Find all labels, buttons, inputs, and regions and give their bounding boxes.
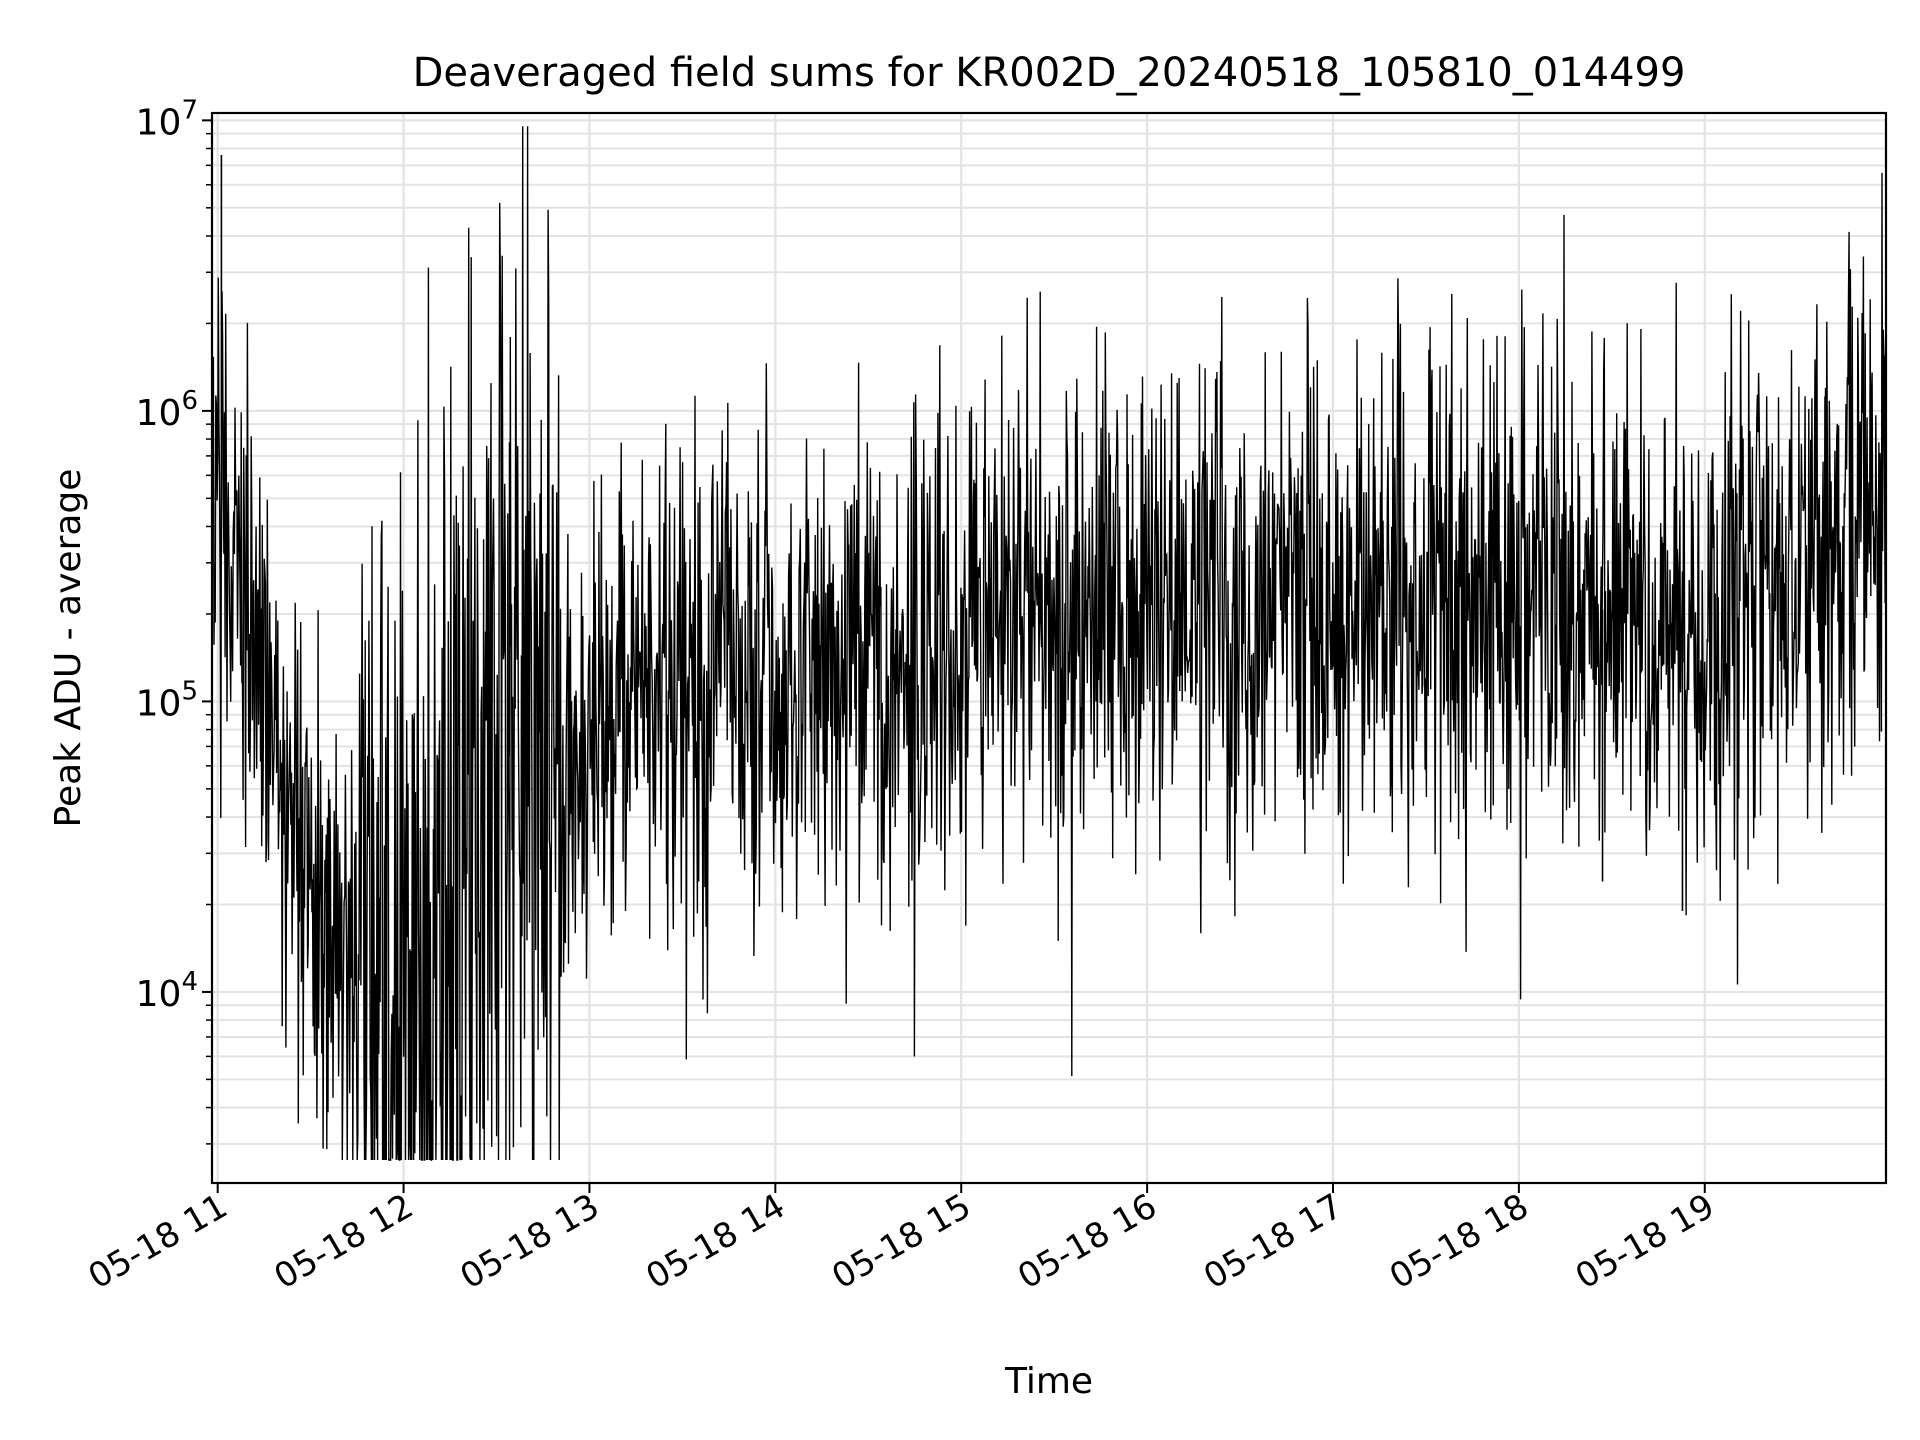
y-tick-label: 106 xyxy=(136,386,198,434)
y-tick-label-base: 10 xyxy=(136,974,182,1015)
y-tick-label-exponent: 6 xyxy=(181,386,198,416)
plot-frame xyxy=(210,111,1888,1185)
y-tick-label: 104 xyxy=(136,967,198,1015)
y-tick-label-base: 10 xyxy=(136,102,182,143)
chart-title: Deaveraged field sums for KR002D_2024051… xyxy=(413,50,1686,96)
series-path xyxy=(211,126,1886,1162)
y-tick-label-exponent: 4 xyxy=(181,967,198,997)
y-tick-label-base: 10 xyxy=(136,683,182,724)
y-tick-label: 107 xyxy=(136,95,198,143)
y-tick-label: 105 xyxy=(136,676,198,724)
y-tick-label-base: 10 xyxy=(136,393,182,434)
y-axis-label: Peak ADU - average xyxy=(48,469,89,828)
x-axis-label: Time xyxy=(1004,1361,1093,1402)
y-tick-label-exponent: 7 xyxy=(181,95,198,125)
y-tick-label-exponent: 5 xyxy=(181,676,198,706)
